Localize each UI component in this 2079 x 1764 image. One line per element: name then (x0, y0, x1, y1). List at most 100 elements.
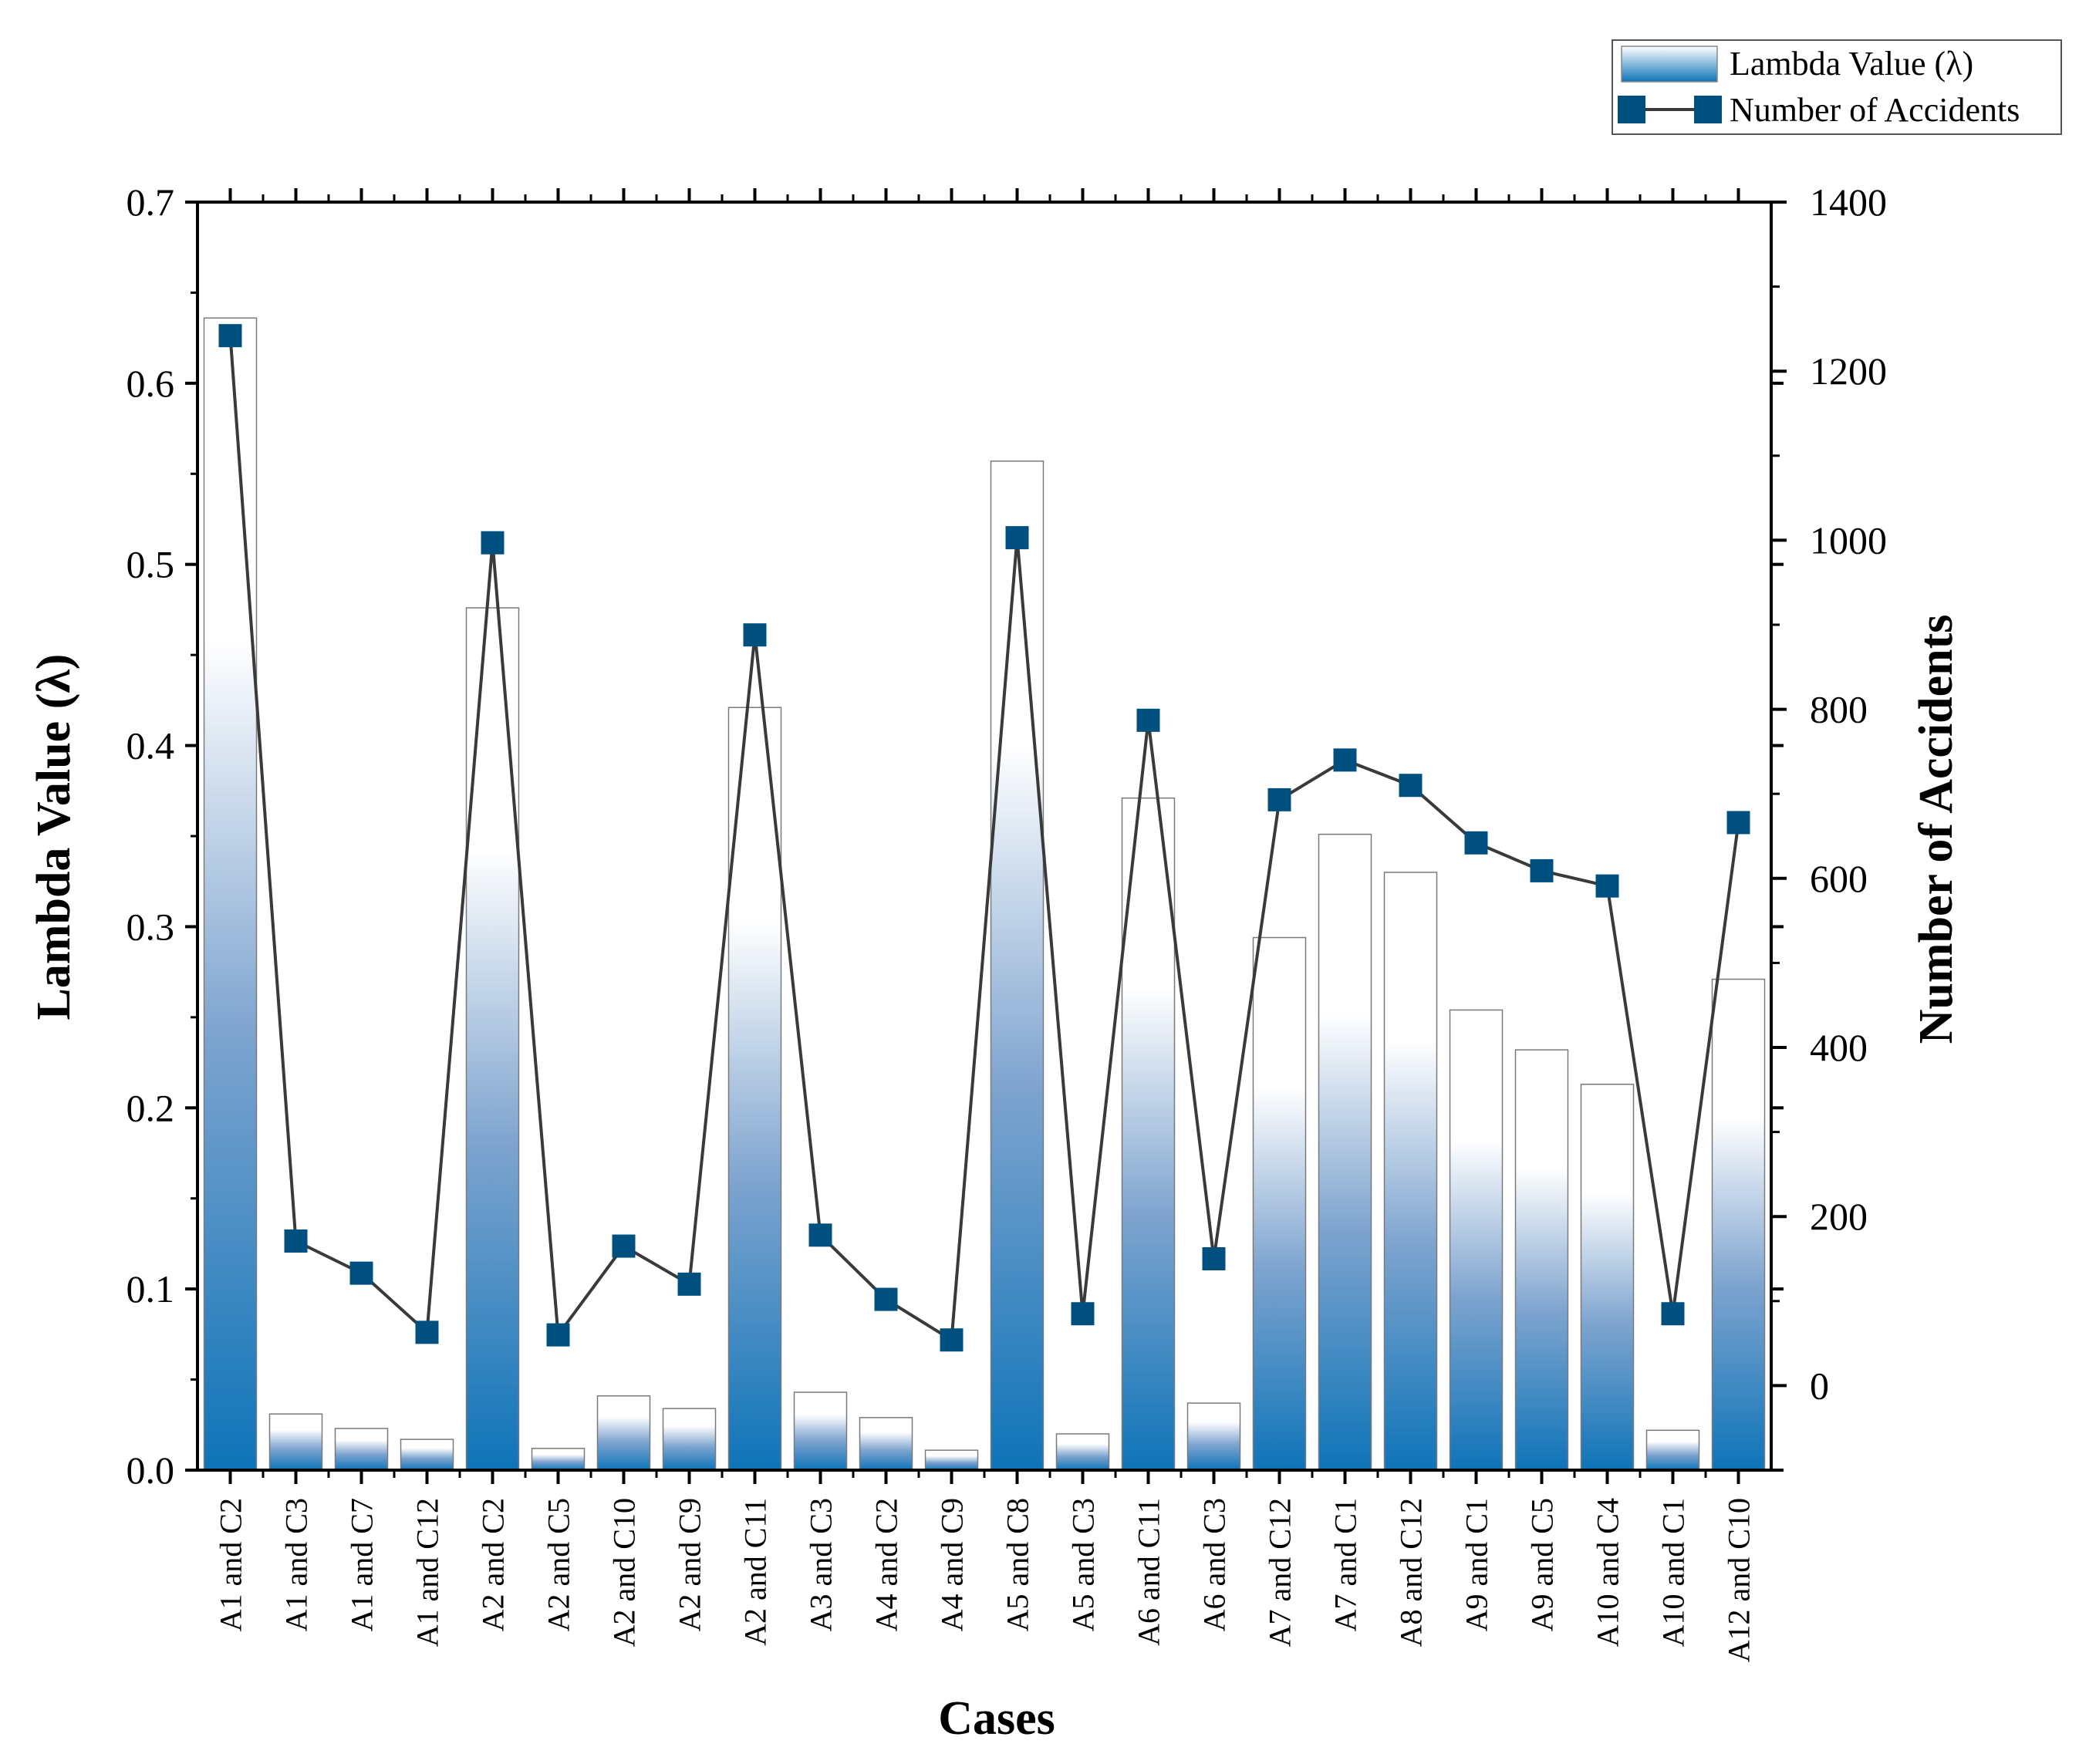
bar-19 (1383, 872, 1438, 1471)
right-axis-ticks: 0 200 400 600 800 1000 1200 1400 (1771, 180, 1887, 1472)
accident-marker-24 (1726, 811, 1750, 835)
bar-6 (531, 1448, 586, 1471)
legend-label-accidents: Number of Accidents (1730, 91, 2020, 129)
legend-bar-swatch (1621, 46, 1718, 83)
legend-marker-left (1618, 96, 1645, 123)
y-tick-label: 0.2 (127, 1086, 175, 1129)
y2-tick-label: 600 (1810, 857, 1868, 900)
category-label: A4 and C9 (935, 1498, 970, 1631)
bar-21 (1514, 1049, 1569, 1471)
accident-marker-22 (1595, 874, 1619, 898)
accident-marker-14 (1071, 1302, 1095, 1326)
bar-24 (1711, 978, 1766, 1471)
bar-12 (924, 1449, 979, 1471)
accident-marker-15 (1136, 708, 1160, 732)
category-label: A6 and C3 (1197, 1498, 1232, 1631)
accidents-line (228, 336, 1740, 1343)
category-label: A5 and C3 (1066, 1498, 1101, 1631)
y2-tick-label: 0 (1810, 1364, 1829, 1407)
category-label: A1 and C3 (279, 1498, 314, 1631)
y-tick-label: 0.3 (127, 905, 175, 948)
bar-14 (1055, 1433, 1110, 1471)
category-label: A2 and C10 (607, 1498, 642, 1647)
accident-marker-17 (1267, 788, 1291, 811)
bar-13 (990, 460, 1045, 1471)
category-label: A2 and C5 (542, 1498, 576, 1631)
legend-label-lambda: Lambda Value (λ) (1730, 45, 1973, 83)
accident-marker-16 (1202, 1247, 1226, 1270)
accident-marker-18 (1333, 748, 1357, 772)
category-label: A1 and C12 (410, 1498, 445, 1647)
y2-tick-label: 1200 (1810, 349, 1887, 393)
left-axis-ticks: 0.0 0.1 0.2 0.3 0.4 0.5 0.6 0.7 (127, 180, 1784, 1492)
category-label: A12 and C10 (1722, 1498, 1757, 1662)
accident-marker-21 (1530, 858, 1554, 882)
accident-marker-10 (808, 1223, 832, 1247)
bar-22 (1580, 1084, 1635, 1471)
bar-7 (596, 1395, 651, 1471)
category-label: A7 and C1 (1328, 1498, 1363, 1631)
bar-1 (203, 317, 258, 1471)
y2-tick-label: 400 (1810, 1026, 1868, 1069)
y-tick-label: 0.4 (127, 724, 175, 767)
bar-23 (1645, 1429, 1700, 1471)
category-label: A7 and C12 (1263, 1498, 1298, 1647)
category-label: A1 and C2 (214, 1498, 248, 1631)
y2-tick-label: 200 (1810, 1195, 1868, 1238)
y-tick-label: 0.0 (127, 1449, 175, 1492)
accident-marker-6 (546, 1323, 570, 1347)
y2-tick-label: 1000 (1810, 518, 1887, 562)
bar-3 (334, 1428, 389, 1471)
bar-4 (400, 1439, 454, 1471)
accident-marker-19 (1399, 774, 1423, 798)
accident-marker-4 (415, 1320, 439, 1344)
category-label: A1 and C7 (345, 1498, 380, 1631)
bar-10 (793, 1391, 848, 1471)
bar-11 (859, 1417, 913, 1471)
bar-18 (1318, 833, 1372, 1471)
bar-8 (662, 1408, 717, 1471)
bar-20 (1449, 1009, 1504, 1471)
category-labels: A1 and C2 A1 and C3 A1 and C7 A1 and C12 A2 … (214, 188, 1757, 1662)
y-tick-label: 0.1 (127, 1267, 175, 1310)
accident-marker-2 (284, 1229, 308, 1253)
y2-axis-title: Number of Accidents (1910, 615, 1963, 1044)
legend-marker-right (1694, 96, 1722, 123)
category-label: A2 and C2 (476, 1498, 511, 1631)
bar-16 (1186, 1402, 1241, 1471)
category-label: A2 and C11 (738, 1498, 773, 1646)
category-label: A3 and C3 (804, 1498, 839, 1631)
accident-marker-8 (677, 1272, 701, 1296)
bar-17 (1252, 936, 1307, 1471)
category-label: A9 and C1 (1460, 1498, 1494, 1631)
accident-marker-23 (1661, 1302, 1685, 1326)
category-label: A4 and C2 (869, 1498, 904, 1631)
accident-marker-20 (1464, 831, 1488, 855)
y-tick-label: 0.5 (127, 543, 175, 586)
accident-marker-7 (612, 1234, 636, 1258)
category-label: A8 and C12 (1394, 1498, 1429, 1647)
category-label: A9 and C5 (1525, 1498, 1560, 1631)
y2-tick-label: 800 (1810, 688, 1868, 731)
category-label: A5 and C8 (1001, 1498, 1035, 1631)
y-tick-label: 0.6 (127, 362, 175, 405)
bar-5 (465, 607, 520, 1471)
y-tick-label: 0.7 (127, 180, 175, 224)
bar-2 (268, 1413, 323, 1471)
bar-9 (727, 707, 782, 1471)
accident-marker-3 (349, 1261, 373, 1285)
category-label: A10 and C1 (1656, 1498, 1691, 1647)
accident-marker-1 (218, 324, 242, 348)
accident-marker-5 (481, 531, 505, 555)
accident-marker-12 (940, 1328, 964, 1352)
accident-marker-11 (874, 1287, 898, 1311)
category-label: A10 and C4 (1591, 1498, 1625, 1647)
category-label: A6 and C11 (1132, 1498, 1166, 1646)
category-label: A2 and C9 (673, 1498, 707, 1631)
legend: Lambda Value (λ) Number of Accidents (1612, 39, 2062, 135)
bar-series (203, 317, 1766, 1471)
accident-marker-9 (743, 623, 767, 647)
x-axis-title: Cases (938, 1692, 1055, 1745)
accident-marker-13 (1005, 526, 1029, 550)
